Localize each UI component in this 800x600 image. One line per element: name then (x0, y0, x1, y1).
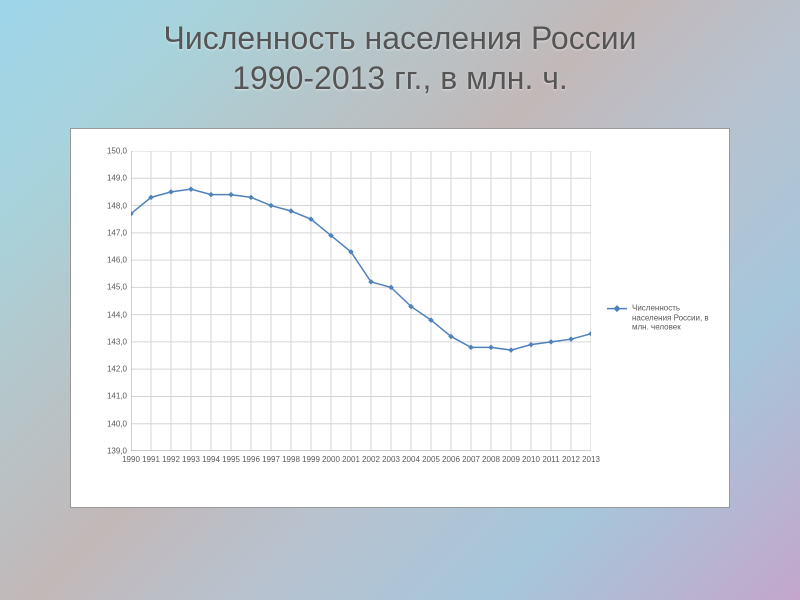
x-tick-label: 2007 (462, 455, 480, 464)
y-tick-label: 141,0 (101, 392, 127, 401)
x-tick-label: 1997 (262, 455, 280, 464)
x-tick-label: 1992 (162, 455, 180, 464)
x-tick-label: 2000 (322, 455, 340, 464)
y-tick-label: 140,0 (101, 419, 127, 428)
y-tick-label: 146,0 (101, 256, 127, 265)
x-tick-label: 1991 (142, 455, 160, 464)
x-tick-label: 1990 (122, 455, 140, 464)
slide: Численность населения России 1990-2013 г… (0, 0, 800, 600)
x-tick-label: 2004 (402, 455, 420, 464)
x-tick-label: 2001 (342, 455, 360, 464)
x-tick-label: 2008 (482, 455, 500, 464)
title-line-2: 1990-2013 гг., в млн. ч. (232, 60, 568, 96)
y-tick-label: 149,0 (101, 174, 127, 183)
x-tick-label: 1995 (222, 455, 240, 464)
x-tick-label: 2012 (562, 455, 580, 464)
y-tick-label: 150,0 (101, 147, 127, 156)
slide-title: Численность населения России 1990-2013 г… (164, 18, 637, 98)
x-tick-label: 2009 (502, 455, 520, 464)
x-tick-label: 2005 (422, 455, 440, 464)
x-tick-label: 2006 (442, 455, 460, 464)
y-tick-label: 143,0 (101, 337, 127, 346)
legend-marker-icon (607, 304, 627, 314)
x-tick-label: 1996 (242, 455, 260, 464)
x-tick-label: 2011 (542, 455, 559, 464)
legend-label: Численность населения России, в млн. чел… (632, 304, 717, 333)
x-tick-label: 2003 (382, 455, 400, 464)
x-tick-label: 1994 (202, 455, 220, 464)
x-tick-label: 1993 (182, 455, 200, 464)
y-tick-label: 144,0 (101, 310, 127, 319)
x-tick-label: 1999 (302, 455, 320, 464)
y-tick-label: 145,0 (101, 283, 127, 292)
x-tick-label: 2013 (582, 455, 600, 464)
x-tick-label: 2010 (522, 455, 540, 464)
line-chart (131, 151, 591, 451)
y-tick-label: 142,0 (101, 365, 127, 374)
y-tick-label: 148,0 (101, 201, 127, 210)
title-line-1: Численность населения России (164, 20, 637, 56)
chart-card: 139,0140,0141,0142,0143,0144,0145,0146,0… (70, 128, 730, 508)
y-tick-label: 147,0 (101, 228, 127, 237)
x-tick-label: 1998 (282, 455, 300, 464)
x-tick-label: 2002 (362, 455, 380, 464)
chart-legend: Численность населения России, в млн. чел… (607, 304, 717, 333)
